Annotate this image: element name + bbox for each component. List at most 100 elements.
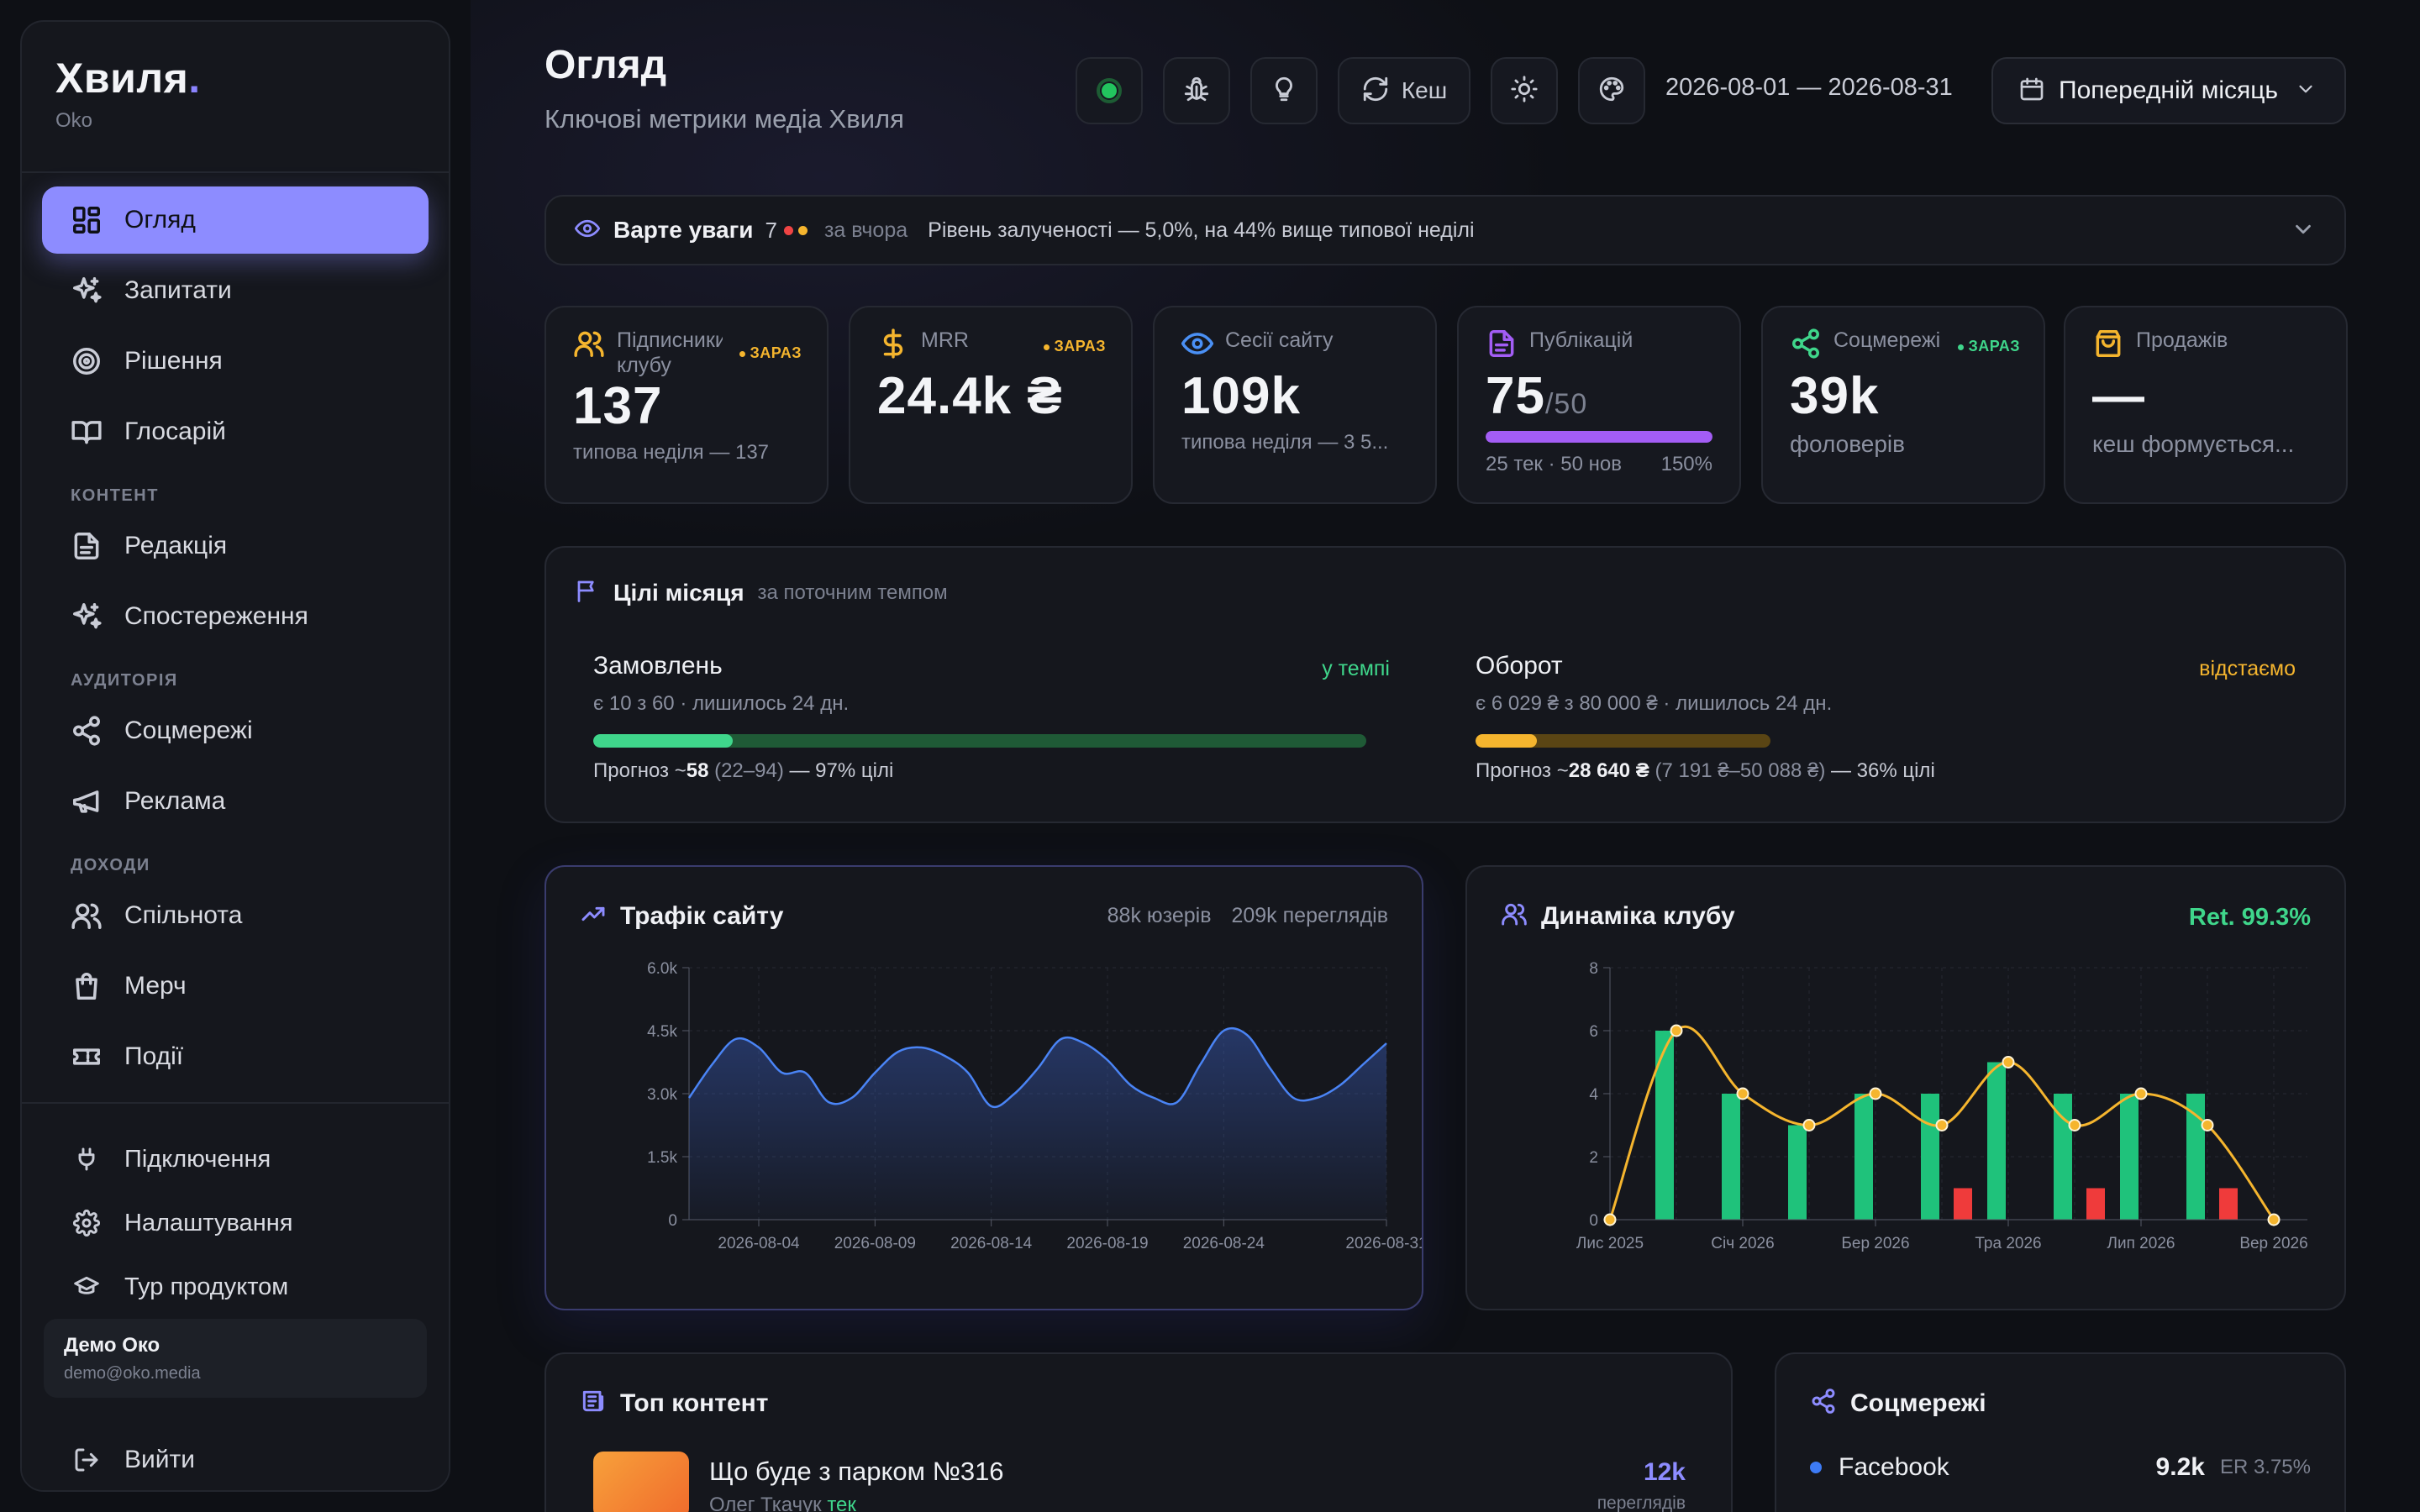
kpi-card-social[interactable]: Соцмережі ЗАРАЗ 39k фоловерів: [1761, 306, 2045, 504]
bar-churn: [2086, 1188, 2105, 1220]
attention-bar[interactable]: Варте уваги 7 за вчора Рівень залученост…: [544, 195, 2346, 265]
kpi-card-site-sessions[interactable]: Сесії сайту 109k типова неділя — 3 5...: [1153, 306, 1437, 504]
sidebar-item-overview[interactable]: Огляд: [42, 186, 429, 254]
kpi-card-publications[interactable]: Публікацій 75/50 25 тек · 50 нов 150%: [1457, 306, 1741, 504]
goal-orders: Замовлень у темпі є 10 з 60 · лишилось 2…: [593, 652, 1390, 783]
x-tick-label: 2026-08-04: [718, 1235, 800, 1252]
social-title: Соцмережі: [1850, 1389, 1986, 1417]
y-tick-label: 8: [1589, 960, 1598, 978]
club-dynamics-card: Динаміка клубу Ret. 99.3% 0 2 4 6 8 Лис 2025 С…: [1465, 865, 2346, 1310]
eye-icon: [1181, 328, 1214, 364]
sidebar-item-observations[interactable]: Спостереження: [42, 583, 429, 650]
status-button[interactable]: [1076, 57, 1143, 124]
y-tick-label: 1.5k: [647, 1149, 677, 1167]
sidebar-item-events[interactable]: Події: [42, 1023, 429, 1090]
document-icon: [1486, 328, 1518, 364]
kpi-sub: кеш формується...: [2092, 431, 2295, 457]
sidebar-item-label: Спільнота: [124, 901, 243, 929]
x-tick-label: Тра 2026: [1975, 1235, 2041, 1252]
y-tick-label: 6: [1589, 1023, 1598, 1041]
x-tick-label: 2026-08-24: [1183, 1235, 1265, 1252]
kpi-value: —: [2092, 367, 2145, 425]
user-name: Демо Око: [64, 1334, 160, 1357]
bar-members: [2054, 1094, 2072, 1220]
goals-subtitle: за поточним темпом: [757, 580, 948, 604]
sidebar-item-tour[interactable]: Тур продуктом: [42, 1257, 429, 1317]
kpi-value: 137: [573, 377, 663, 435]
y-tick-label: 6.0k: [647, 960, 677, 978]
brand[interactable]: Хвиля. Oko: [55, 54, 201, 133]
x-tick-label: 2026-08-14: [950, 1235, 1033, 1252]
page-subtitle: Ключові метрики медіа Хвиля: [544, 104, 904, 134]
section-title-content: КОНТЕНТ: [71, 486, 159, 505]
sidebar-item-merch[interactable]: Мерч: [42, 953, 429, 1020]
goal-title: Замовлень: [593, 652, 723, 680]
newspaper-icon: [580, 1388, 607, 1419]
period-select[interactable]: Попередній місяць: [1991, 57, 2346, 124]
severity-dot: [797, 225, 808, 235]
trend-point: [1670, 1024, 1683, 1037]
kpi-card-club-subscribers[interactable]: Підписники клубу ЗАРАЗ 137 типова неділя…: [544, 306, 829, 504]
sidebar-item-label: Редакція: [124, 532, 228, 559]
goals-title: Цілі місяця: [613, 579, 744, 606]
kpi-card-mrr[interactable]: MRR ЗАРАЗ 24.4k ₴: [849, 306, 1133, 504]
sidebar-item-social[interactable]: Соцмережі: [42, 697, 429, 764]
kpi-card-sales[interactable]: Продажів — кеш формується...: [2064, 306, 2348, 504]
trend-point: [2002, 1056, 2015, 1068]
bar-members: [2186, 1094, 2205, 1220]
user-email: demo@oko.media: [64, 1364, 201, 1383]
traffic-card: Трафік сайту 88k юзерів 209k переглядів 0…: [544, 865, 1423, 1310]
sidebar-item-ads[interactable]: Реклама: [42, 768, 429, 835]
live-badge: ЗАРАЗ: [1043, 338, 1106, 355]
sidebar-item-settings[interactable]: Налаштування: [42, 1193, 429, 1253]
status-indicator-icon: [1097, 78, 1122, 103]
sidebar-item-community[interactable]: Спільнота: [42, 882, 429, 949]
sidebar-item-label: Соцмережі: [124, 717, 253, 744]
x-tick-label: 2026-08-09: [834, 1235, 916, 1252]
bar-members: [1987, 1062, 2006, 1220]
y-tick-label: 0: [1589, 1212, 1598, 1230]
content-views: 12k: [1643, 1458, 1686, 1486]
kpi-label: Соцмережі: [1833, 328, 1941, 352]
sidebar: Хвиля. Oko Огляд Запитати Рішення Глосар…: [20, 20, 450, 1492]
chevron-down-icon[interactable]: [2291, 217, 2316, 246]
goal-forecast: Прогноз ~28 640 ₴ (7 191 ₴–50 088 ₴) — 3…: [1476, 759, 1935, 782]
sidebar-item-editorial[interactable]: Редакція: [42, 512, 429, 580]
sidebar-item-label: Огляд: [124, 206, 196, 234]
attention-when: за вчора: [823, 218, 908, 242]
insights-button[interactable]: [1250, 57, 1318, 124]
dashboard-icon: [71, 204, 103, 236]
x-tick-label: Бер 2026: [1841, 1235, 1909, 1252]
retention-value: Ret. 99.3%: [2188, 904, 2311, 931]
trend-point: [1802, 1119, 1816, 1131]
trend-point: [2201, 1119, 2214, 1131]
content-views-label: переглядів: [1597, 1494, 1686, 1512]
traffic-chart: 0 1.5k 3.0k 4.5k 6.0k 2026-08-04 2026-08-09 202…: [647, 960, 1422, 1252]
network-er: ER 3.75%: [2219, 1456, 2311, 1478]
palette-button[interactable]: [1578, 57, 1645, 124]
bar-members: [1854, 1094, 1873, 1220]
club-title: Динаміка клубу: [1541, 901, 1735, 930]
graduation-cap-icon: [71, 1271, 103, 1303]
social-row[interactable]: Facebook 9.2k ER 3.75%: [1810, 1446, 2311, 1488]
debug-button[interactable]: [1163, 57, 1230, 124]
lightbulb-icon: [1270, 75, 1298, 108]
sidebar-item-ask[interactable]: Запитати: [42, 257, 429, 324]
kpi-value: 39k: [1790, 367, 1880, 425]
goal-progress-bar: [593, 734, 1390, 748]
theme-toggle[interactable]: [1491, 57, 1558, 124]
sparkles-icon: [71, 275, 103, 307]
sidebar-item-decisions[interactable]: Рішення: [42, 328, 429, 395]
trend-point: [2267, 1213, 2281, 1226]
sidebar-item-glossary[interactable]: Глосарій: [42, 398, 429, 465]
section-title-audience: АУДИТОРІЯ: [71, 671, 178, 690]
severity-dot: [783, 225, 793, 235]
sidebar-footer: [22, 1104, 449, 1490]
list-item[interactable]: Що буде з парком №316 Олег Ткачук тек 12…: [593, 1452, 1686, 1512]
palette-icon: [1597, 75, 1626, 108]
sidebar-item-connections[interactable]: Підключення: [42, 1129, 429, 1189]
user-card[interactable]: Демо Око demo@oko.media: [44, 1319, 427, 1398]
logout-button[interactable]: Вийти: [42, 1430, 429, 1490]
cache-button[interactable]: Кеш: [1338, 57, 1470, 124]
goal-status: у темпі: [1322, 657, 1390, 680]
